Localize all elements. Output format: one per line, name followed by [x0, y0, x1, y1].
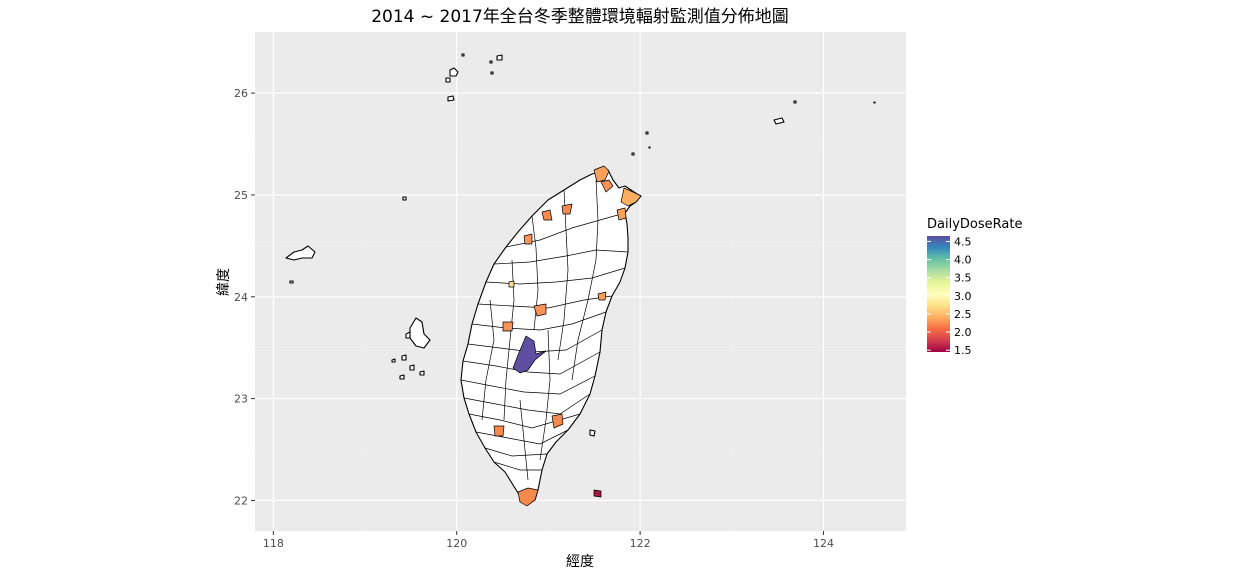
y-tick-label: 24 — [234, 291, 248, 304]
legend-label: 2.0 — [954, 326, 972, 339]
legend-colorbar — [927, 236, 950, 352]
x-axis: 118 120 122 124 — [263, 531, 834, 550]
x-tick-label: 118 — [263, 537, 284, 550]
y-tick-label: 23 — [234, 393, 248, 406]
y-axis: 22 23 24 25 26 — [234, 87, 255, 507]
x-tick-label: 120 — [446, 537, 467, 550]
penghu-islands — [391, 317, 431, 380]
district-north-b — [616, 207, 627, 221]
district-south-tip — [517, 487, 539, 507]
wuqiu-islet — [402, 196, 407, 201]
district-hualien — [597, 291, 607, 301]
matsu-islands — [445, 53, 503, 102]
legend-label: 3.0 — [954, 290, 972, 303]
x-tick-label: 122 — [630, 537, 651, 550]
district-north-a — [600, 179, 614, 193]
legend-ticks: 4.5 4.0 3.5 3.0 2.5 2.0 1.5 — [927, 235, 972, 357]
district-northeast-tip — [620, 187, 642, 207]
district-lanyu — [593, 489, 602, 498]
district-north-coast — [593, 165, 610, 183]
kinmen-island — [285, 245, 316, 261]
kinmen-small — [289, 280, 294, 284]
diaoyutai-islet — [773, 117, 785, 125]
taiwan-map — [285, 53, 876, 507]
legend-label: 4.5 — [954, 235, 972, 248]
y-tick-label: 25 — [234, 189, 248, 202]
district-taitung — [551, 413, 564, 429]
district-hsinchu — [523, 233, 533, 245]
legend-title: DailyDoseRate — [927, 217, 1022, 232]
x-tick-label: 124 — [813, 537, 834, 550]
islet-huaping — [648, 146, 651, 149]
map-title: 2014 ~ 2017年全台冬季整體環境輻射監測值分佈地圖 — [371, 7, 789, 27]
islet-pengjia — [645, 131, 649, 135]
legend-label: 3.5 — [954, 272, 972, 285]
district-central-east — [533, 303, 547, 317]
district-taoyuan — [541, 209, 553, 221]
district-southwest — [493, 425, 505, 437]
district-central-west — [502, 321, 514, 332]
legend-label: 1.5 — [954, 344, 972, 357]
legend-label: 4.0 — [954, 254, 972, 267]
islet-mianhua — [631, 152, 635, 156]
district-northwest — [561, 203, 573, 215]
y-axis-title: 緯度 — [216, 268, 232, 296]
district-taichung-small — [508, 280, 515, 288]
islet-huangwei — [793, 100, 797, 104]
district-high-dose — [512, 335, 547, 374]
x-axis-title: 經度 — [566, 554, 594, 570]
y-tick-label: 26 — [234, 87, 248, 100]
legend: DailyDoseRate 4.5 4.0 3.5 3.0 2.5 2.0 1.5 — [927, 217, 1022, 357]
district-lines — [460, 179, 629, 481]
district-green-island — [589, 429, 596, 437]
islet-chiwei — [873, 101, 876, 104]
legend-label: 2.5 — [954, 308, 972, 321]
y-tick-label: 22 — [234, 494, 248, 507]
